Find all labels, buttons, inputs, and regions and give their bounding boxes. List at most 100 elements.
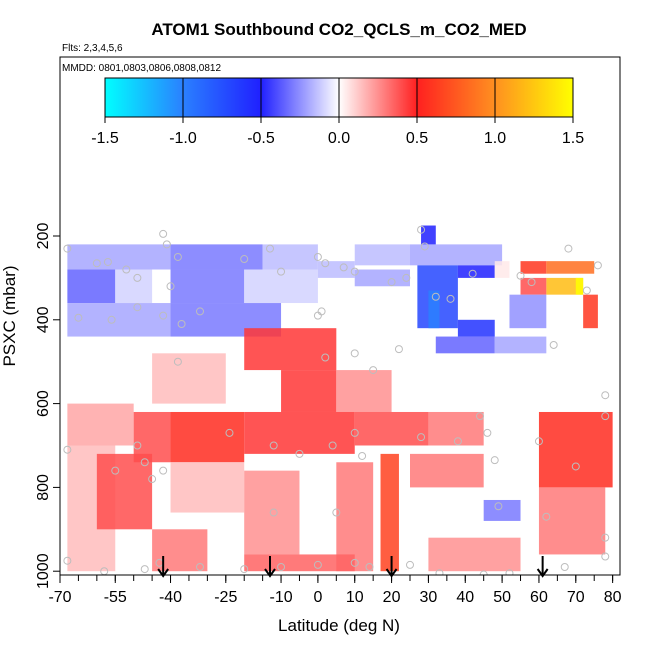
heatmap-cell: [538, 487, 606, 555]
data-point: [350, 267, 359, 276]
data-point: [435, 569, 444, 575]
data-point: [277, 267, 286, 276]
heatmap-cell: [546, 261, 595, 274]
chart-subtitle-dates: MMDD: 0801,0803,0806,0808,0812: [62, 63, 221, 74]
heatmap-cell: [494, 261, 510, 278]
data-point: [173, 252, 182, 261]
data-point: [350, 558, 359, 567]
x-tick-label: 40: [456, 589, 474, 606]
data-point: [133, 441, 142, 450]
heatmap-cell: [170, 411, 245, 463]
data-point: [406, 560, 414, 569]
plot-frame: [59, 56, 621, 576]
heatmap-cell: [494, 336, 547, 354]
data-point: [365, 563, 374, 572]
heatmap-cell: [421, 225, 436, 245]
heatmap-cell: [317, 261, 355, 278]
data-point: [369, 366, 378, 375]
data-point: [505, 569, 514, 575]
data-point: [159, 311, 168, 320]
data-point: [420, 242, 429, 251]
data-point: [92, 259, 101, 268]
y-axis-label: PSXC (mbar): [0, 265, 19, 366]
data-point: [225, 428, 234, 437]
data-point: [63, 244, 72, 253]
data-point: [321, 353, 330, 362]
chart-title: ATOM1 Southbound CO2_QCLS_m_CO2_MED: [151, 20, 526, 39]
heatmap-cell: [546, 277, 584, 295]
data-point: [74, 313, 83, 322]
heatmap-cell: [262, 244, 318, 270]
data-point: [332, 508, 341, 517]
heatmap-cell: [244, 411, 355, 454]
data-point: [549, 340, 558, 349]
data-point: [140, 458, 149, 467]
arrow-marker-head: [264, 568, 276, 578]
x-tick-label: 70: [567, 589, 585, 606]
y-tick-label: 600: [35, 390, 52, 417]
data-point: [339, 263, 348, 272]
data-point: [564, 244, 573, 253]
y-tick-label: 1000: [35, 553, 52, 589]
heatmap-cells: [67, 225, 613, 572]
heatmap-cell: [336, 462, 374, 572]
data-point: [560, 563, 569, 572]
data-point: [295, 449, 304, 458]
x-tick-label: 0: [313, 589, 322, 606]
x-tick-label: -70: [48, 589, 71, 606]
heatmap-cell: [115, 269, 153, 304]
heatmap-cell: [244, 470, 300, 555]
data-point: [534, 437, 543, 446]
data-point: [601, 412, 610, 421]
colorbar-tick-label: 0.5: [406, 130, 428, 147]
heatmap-cell: [380, 453, 399, 572]
heatmap-cell: [354, 244, 410, 266]
heatmap-cell: [538, 445, 613, 488]
data-point: [431, 292, 440, 301]
data-point: [527, 278, 536, 287]
arrow-marker-head: [157, 568, 169, 578]
data-point: [266, 244, 274, 253]
data-point: [601, 391, 610, 400]
data-point: [468, 269, 477, 278]
data-point: [571, 462, 580, 471]
data-point: [162, 240, 171, 249]
data-point: [269, 441, 278, 450]
data-point: [313, 252, 322, 261]
colorbar-tick-label: 0.0: [328, 130, 350, 147]
data-point: [140, 565, 149, 574]
x-tick-label: 10: [346, 589, 364, 606]
x-axis: -70 -55 -40 -25 -10 0 10 20 30 40 50 60 70 80: [48, 575, 622, 606]
data-point: [277, 563, 286, 572]
colorbar-tick-label: 1.5: [562, 130, 584, 147]
heatmap-cell: [520, 261, 547, 274]
data-point: [173, 357, 182, 366]
data-point: [107, 315, 116, 324]
x-tick-label: 60: [530, 589, 548, 606]
heatmap-cell: [67, 269, 116, 304]
x-axis-label: Latitude (deg N): [278, 616, 400, 635]
heatmap-cell: [354, 269, 410, 287]
x-tick-label: 30: [420, 589, 438, 606]
data-point: [516, 271, 525, 280]
data-point: [394, 345, 403, 354]
data-point: [133, 303, 142, 312]
data-point: [317, 307, 326, 316]
data-point: [593, 261, 602, 270]
chart-subtitle-flights: Flts: 2,3,4,5,6: [62, 43, 123, 54]
data-point: [483, 428, 492, 437]
data-point: [63, 445, 72, 454]
data-point: [133, 273, 142, 282]
data-point: [103, 257, 112, 266]
heatmap-cell: [457, 319, 495, 337]
heatmap-cell: [336, 370, 392, 412]
heatmap-cell: [67, 303, 171, 337]
heatmap-cell: [428, 290, 440, 329]
data-point: [417, 433, 426, 442]
heatmap-cell: [67, 244, 171, 270]
heatmap-cell: [281, 370, 337, 412]
data-point: [148, 475, 157, 484]
data-point: [350, 428, 359, 437]
data-point: [166, 282, 175, 291]
